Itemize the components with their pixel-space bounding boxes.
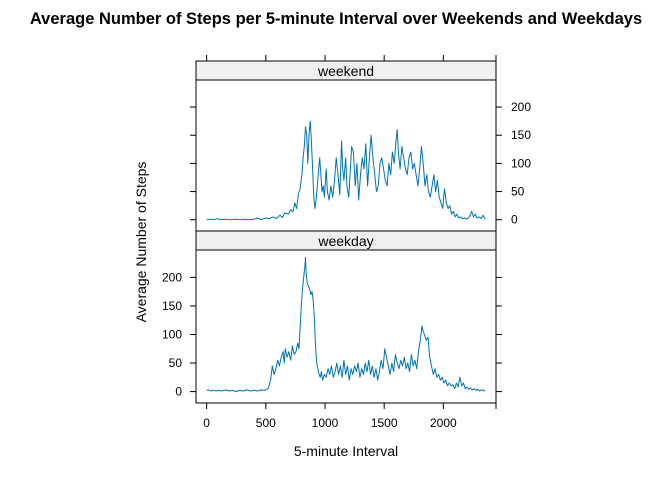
y-tick-label-weekday-150: 150 (162, 299, 182, 313)
y-tick-label-weekend-50: 50 (511, 185, 525, 199)
strip-label-weekday: weekday (317, 233, 373, 249)
y-tick-label-weekday-50: 50 (169, 356, 183, 370)
series-line-weekday (206, 256, 486, 393)
chart-title: Average Number of Steps per 5-minute Int… (30, 10, 642, 28)
y-axis-label: Average Number of Steps (133, 162, 149, 323)
y-tick-label-weekend-0: 0 (511, 213, 518, 227)
x-axis-label: 5-minute Interval (294, 443, 398, 459)
y-tick-label-weekend-100: 100 (511, 156, 531, 170)
y-tick-label-weekend-150: 150 (511, 128, 531, 142)
panel-frame-weekend (195, 79, 497, 232)
x-tick-label-0: 0 (203, 416, 210, 430)
panel-frame-weekday (195, 249, 497, 404)
series-line-weekend (206, 120, 486, 221)
y-tick-label-weekday-100: 100 (162, 327, 182, 341)
y-tick-label-weekday-0: 0 (175, 385, 182, 399)
y-tick-label-weekend-200: 200 (511, 100, 531, 114)
x-tick-label-500: 500 (256, 416, 276, 430)
y-tick-label-weekday-200: 200 (162, 270, 182, 284)
x-tick-label-2000: 2000 (430, 416, 457, 430)
x-tick-label-1000: 1000 (312, 416, 339, 430)
x-tick-label-1500: 1500 (371, 416, 398, 430)
strip-label-weekend: weekend (317, 63, 374, 79)
